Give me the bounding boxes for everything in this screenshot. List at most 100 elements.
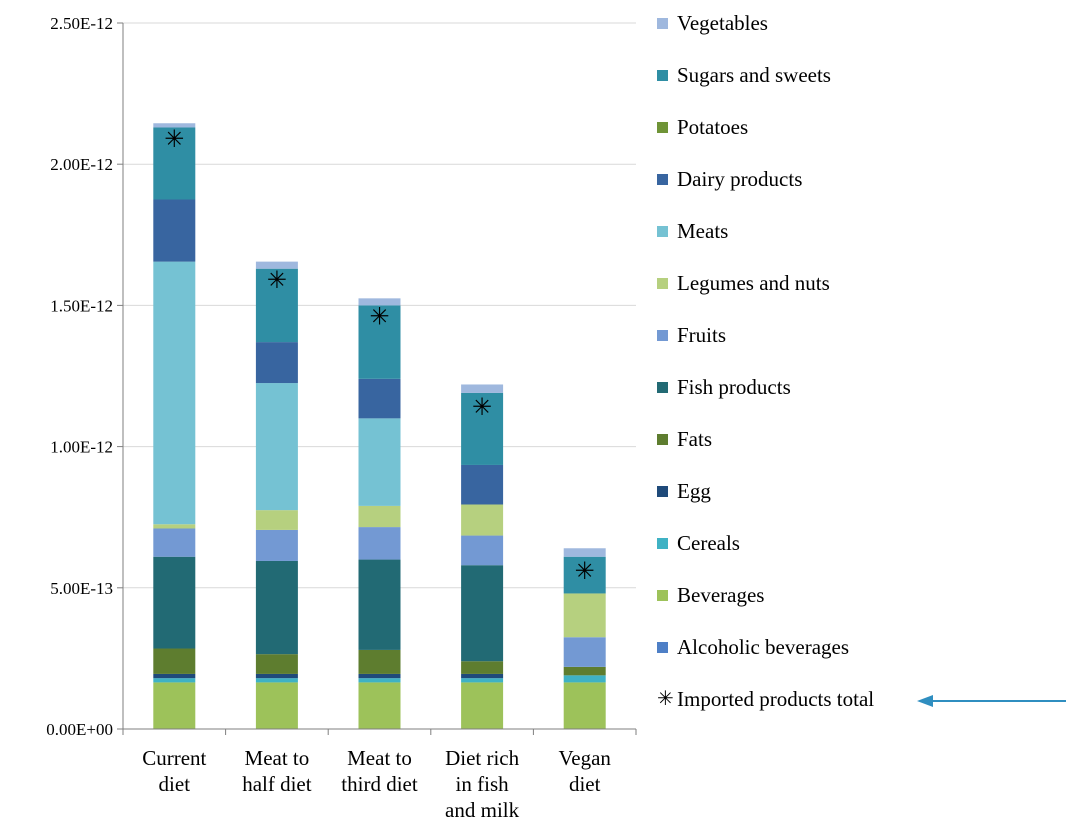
bar-segment-fruits [358, 527, 401, 560]
x-category-label-line: third diet [341, 772, 418, 796]
bar-segment-legumes-and-nuts [255, 510, 298, 530]
legend-label: Fish products [677, 375, 791, 399]
arrow-head [917, 695, 933, 707]
legend-item-legumes-and-nuts: Legumes and nuts [657, 270, 877, 296]
legend-label: Sugars and sweets [677, 63, 831, 87]
x-category-label-line: Meat to [347, 746, 412, 770]
bar-segment-cereals [358, 678, 401, 683]
legend-swatch [657, 642, 668, 653]
y-tick-label: 1.50E-12 [50, 296, 113, 315]
bar-segment-egg [153, 673, 196, 679]
legend-item-fruits: Fruits [657, 322, 877, 348]
asterisk-marker-icon: ✳ [657, 688, 674, 710]
y-tick-label: 5.00E-13 [50, 579, 113, 598]
legend-swatch [657, 590, 668, 601]
legend-swatch [657, 434, 668, 445]
bar-segment-sugars-and-sweets [461, 392, 504, 465]
bar-segment-vegetables [358, 298, 401, 306]
bar-segment-meats [358, 418, 401, 506]
bar-segment-fats [255, 654, 298, 674]
legend-swatch [657, 226, 668, 237]
bar-segment-sugars-and-sweets [563, 556, 606, 594]
legend-label: Dairy products [677, 167, 803, 191]
bar-segment-dairy-products [255, 342, 298, 384]
legend-label: Alcoholic beverages [677, 635, 850, 659]
bar-segment-vegetables [255, 261, 298, 269]
legend-label: Vegetables [677, 11, 768, 35]
x-category-label-line: Meat to [245, 746, 310, 770]
y-tick-label: 2.00E-12 [50, 155, 113, 174]
arrow-left-icon [917, 695, 1066, 707]
x-category-label: Vegan diet [558, 746, 611, 796]
legend-item-sugars-and-sweets: Sugars and sweets [657, 62, 877, 88]
x-category-label-line: half diet [242, 772, 312, 796]
imported-total-markers: ✳ ✳ ✳ ✳ ✳ [164, 127, 595, 585]
bar-segment-vegetables [563, 548, 606, 557]
x-category-label-line: and milk [445, 798, 520, 822]
legend-label: Fats [677, 427, 713, 451]
x-category-label: Meat to third diet [341, 746, 418, 796]
legend-item-beverages: Beverages [657, 582, 877, 608]
legend-swatch [657, 486, 668, 497]
bar-segment-fats [461, 661, 504, 674]
bar-segment-fats [358, 649, 401, 674]
legend-label: Potatoes [677, 115, 749, 139]
bar-segment-fruits [563, 637, 606, 667]
legend-item-egg: Egg [657, 478, 877, 504]
x-category-label-line: diet [569, 772, 601, 796]
legend-label: Beverages [677, 583, 765, 607]
bar-segment-egg [358, 673, 401, 679]
bar-segment-fats [563, 666, 606, 676]
x-category-label-line: Current [142, 746, 206, 770]
bar-segment-fats [153, 648, 196, 674]
bar-segment-vegetables [153, 123, 196, 128]
bar-segment-cereals [461, 678, 504, 683]
bar-segment-cereals [153, 678, 196, 683]
legend-swatch [657, 330, 668, 341]
legend-label: Meats [677, 219, 729, 243]
bar-segment-beverages [461, 682, 504, 729]
legend-label: Egg [677, 479, 711, 503]
legend-item-alcoholic-beverages: Alcoholic beverages [657, 634, 877, 660]
bar-segment-fruits [461, 535, 504, 566]
bar-segment-legumes-and-nuts [153, 524, 196, 529]
x-category-label: Current diet [142, 746, 206, 796]
legend-swatch [657, 122, 668, 133]
legend-swatch [657, 174, 668, 185]
stacked-bar-chart: 0.00E+00 5.00E-13 1.00E-12 1.50E-12 2.00E-12… [46, 14, 637, 822]
bar-segment-vegetables [461, 384, 504, 393]
imported-total-marker: ✳ [472, 395, 492, 421]
bar-segment-fruits [255, 529, 298, 561]
bar-segment-sugars-and-sweets [153, 127, 196, 200]
bar-segment-sugars-and-sweets [255, 268, 298, 343]
legend-swatch [657, 278, 668, 289]
x-category-label-line: Vegan [558, 746, 611, 770]
bar-segment-legumes-and-nuts [358, 505, 401, 528]
bar-segment-cereals [255, 678, 298, 683]
legend-swatch [657, 382, 668, 393]
bar-segment-dairy-products [461, 464, 504, 505]
bar-segment-beverages [358, 682, 401, 729]
x-category-label: Diet rich in fish and milk [445, 746, 520, 822]
imported-total-marker: ✳ [267, 268, 287, 294]
legend-item-imported-products-total: ✳ Imported products total [657, 686, 877, 712]
bar-segment-meats [153, 261, 196, 525]
bar-segment-fruits [153, 528, 196, 557]
legend-label: Fruits [677, 323, 727, 347]
legend-item-potatoes: Potatoes [657, 114, 877, 140]
y-tick-label: 2.50E-12 [50, 14, 113, 33]
y-tick-label: 1.00E-12 [50, 438, 113, 457]
legend-item-meats: Meats [657, 218, 877, 244]
bar-segment-sugars-and-sweets [358, 305, 401, 379]
x-category-label: Meat to half diet [242, 746, 312, 796]
bar-segment-beverages [255, 682, 298, 729]
bar-segment-egg [255, 673, 298, 679]
bar-segment-dairy-products [153, 199, 196, 262]
bar-segment-fish-products [153, 556, 196, 649]
legend-item-vegetables: Vegetables [657, 10, 877, 36]
bar-segment-fish-products [255, 560, 298, 655]
legend-swatch [657, 18, 668, 29]
imported-total-marker: ✳ [164, 127, 184, 153]
bar-segment-meats [255, 383, 298, 511]
